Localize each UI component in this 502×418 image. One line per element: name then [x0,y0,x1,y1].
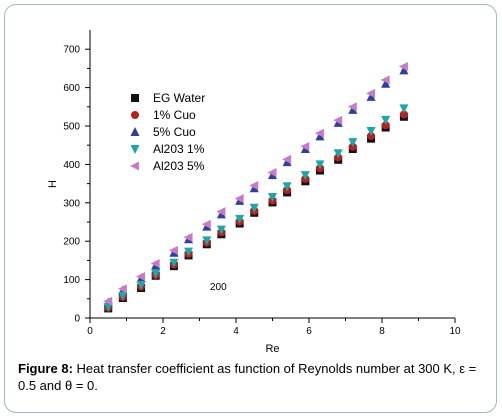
data-point-triangle-left [347,102,357,112]
x-tick-label: 2 [160,326,166,337]
y-tick-label: 600 [63,83,80,94]
legend-marker [131,111,139,119]
data-point-circle [381,121,390,130]
x-axis-label: Re [265,343,279,355]
data-point-triangle-down [300,171,310,181]
data-point-triangle-down [151,269,161,279]
data-point-triangle-left [300,141,310,151]
data-point-triangle-down [348,138,358,148]
data-point-triangle-left [201,219,211,229]
data-point-triangle-left [282,154,292,164]
data-point-triangle-down [103,302,113,312]
data-point-triangle-left [398,61,408,71]
data-point-triangle [399,65,409,75]
y-tick-label: 100 [63,275,80,286]
data-point-triangle-left [216,207,226,217]
data-point-triangle-left [380,75,390,85]
data-point-triangle-left [249,181,259,191]
y-tick-label: 500 [63,122,80,133]
data-point-triangle-down [315,160,325,170]
data-point-triangle-down [216,225,226,235]
x-tick-label: 6 [306,326,312,337]
x-tick-label: 0 [87,326,93,337]
figure-frame [4,4,497,413]
y-tick-label: 700 [63,45,80,56]
data-point-triangle [315,131,325,141]
legend-label: Al203 5% [153,159,205,173]
data-point-triangle-down [381,115,391,125]
legend-marker [130,127,140,136]
data-point-triangle [366,91,376,101]
x-tick-label: 8 [379,326,385,337]
data-point-triangle-left [333,115,343,125]
legend-marker [130,161,139,171]
caption-label: Figure 8: [18,361,73,376]
data-point-triangle [348,104,358,114]
legend-label: 1% Cuo [153,108,196,122]
caption-text: Heat transfer coefficient as function of… [18,361,477,393]
legend-label: 5% Cuo [153,125,196,139]
data-point-triangle-left [136,272,146,282]
y-tick-label: 0 [74,314,80,325]
legend-marker [130,145,140,154]
data-point-triangle-left [150,258,160,268]
legend-marker [131,94,139,102]
y-axis-label: H [47,180,59,188]
data-point-triangle-down [184,247,194,257]
data-point-triangle-left [103,296,113,306]
data-point-triangle-down [366,126,376,136]
y-tick-label: 200 [63,237,80,248]
data-point-triangle-down [169,258,179,268]
data-point-triangle-down [136,280,146,290]
data-point-triangle-left [314,128,324,138]
data-point-triangle-left [366,88,376,98]
data-point-triangle-left [117,284,127,294]
annotation-label: 200 [210,282,227,293]
legend-label: Al203 1% [153,142,205,156]
data-point-triangle-left [183,232,193,242]
data-point-triangle-down [282,182,292,192]
data-point-triangle-down [202,236,212,246]
data-point-triangle-down [268,193,277,203]
data-point-triangle-left [234,194,244,204]
data-point-triangle-left [168,245,178,255]
data-point-triangle-down [399,104,409,114]
x-tick-label: 10 [449,326,461,337]
data-point-triangle-down [249,203,259,213]
data-point-circle [399,110,408,119]
data-point-triangle-left [267,167,277,177]
data-point-triangle-down [235,214,245,224]
data-point-triangle-down [333,149,343,159]
figure-caption: Figure 8: Heat transfer coefficient as f… [18,360,488,394]
x-tick-label: 4 [233,326,239,337]
y-tick-label: 300 [63,198,80,209]
data-point-triangle [381,78,391,88]
y-tick-label: 400 [63,160,80,171]
legend-label: EG Water [153,91,205,105]
data-point-triangle-down [118,291,128,301]
